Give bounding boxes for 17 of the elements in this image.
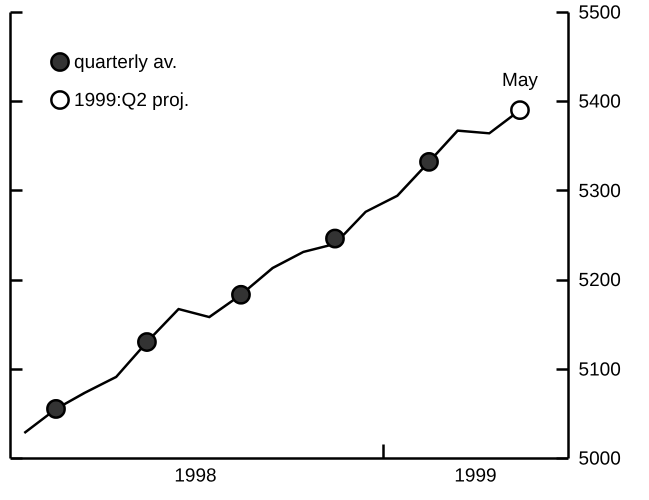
y-tick-label: 5200 — [578, 270, 621, 292]
y-tick-label: 5400 — [578, 92, 621, 113]
point — [325, 228, 345, 248]
y-tick-label: 5000 — [578, 448, 621, 470]
legend-label: 1999:Q2 proj. — [74, 90, 190, 111]
legend-label: quarterly av. — [74, 52, 178, 73]
y-tick-label: 5300 — [578, 180, 621, 202]
point — [231, 284, 251, 305]
point — [46, 399, 66, 419]
x-tick-label: 1998 — [174, 466, 217, 486]
point — [419, 152, 439, 172]
y-tick-label: 5100 — [578, 359, 621, 380]
point — [137, 332, 157, 352]
x-tick-label: 1999 — [454, 466, 497, 486]
y-tick-label: 5500 — [578, 2, 621, 24]
annotation: May — [502, 70, 538, 92]
point — [510, 100, 530, 120]
